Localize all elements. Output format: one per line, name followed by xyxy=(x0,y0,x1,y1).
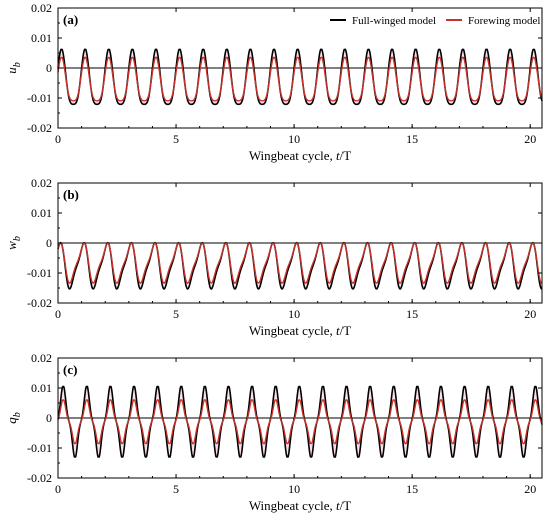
x-tick-label: 5 xyxy=(173,132,179,146)
y-tick-label: 0 xyxy=(46,61,52,75)
y-tick-label: 0.01 xyxy=(31,206,52,220)
series-forewing xyxy=(57,242,543,284)
y-axis-label: ub xyxy=(4,62,23,74)
panel-letter: (c) xyxy=(63,362,77,377)
y-tick-label: -0.01 xyxy=(27,266,52,280)
legend: Full-winged model Forewing model xyxy=(330,15,540,27)
x-tick-label: 15 xyxy=(406,482,418,496)
y-tick-label: 0.01 xyxy=(31,31,52,45)
x-axis-label: Wingbeat cycle, t/T xyxy=(249,323,351,338)
x-tick-label: 20 xyxy=(524,482,536,496)
panel-1: -0.02 -0.01 0 0.01 0.02 0 5 10 15 20 Wingbeat cycl… xyxy=(4,1,543,163)
x-tick-label: 10 xyxy=(288,307,300,321)
panel-2: -0.02 -0.01 0 0.01 0.02 0 5 10 15 20 Wingbeat cycl… xyxy=(4,176,543,338)
y-tick-label: 0 xyxy=(46,236,52,250)
x-tick-label: 10 xyxy=(288,482,300,496)
y-tick-label: -0.01 xyxy=(27,91,52,105)
series-forewing xyxy=(57,399,543,445)
legend-label-full-winged: Full-winged model xyxy=(352,15,436,27)
y-axis-label: qb xyxy=(4,412,23,424)
y-tick-label: -0.02 xyxy=(27,121,52,135)
x-tick-label: 15 xyxy=(406,132,418,146)
x-tick-label: 10 xyxy=(288,132,300,146)
y-tick-label: 0.02 xyxy=(31,1,52,15)
y-tick-label: -0.02 xyxy=(27,471,52,485)
panel-3: -0.02 -0.01 0 0.01 0.02 0 5 10 15 20 Wingbeat cycl… xyxy=(4,351,543,513)
y-tick-label: 0.01 xyxy=(31,381,52,395)
series-full-winged xyxy=(57,48,543,106)
series-forewing xyxy=(57,56,543,102)
x-tick-label: 15 xyxy=(406,307,418,321)
panel-letter: (a) xyxy=(63,12,78,27)
panel-letter: (b) xyxy=(63,187,79,202)
x-axis-label: Wingbeat cycle, t/T xyxy=(249,498,351,513)
x-tick-label: 20 xyxy=(524,132,536,146)
y-tick-label: 0 xyxy=(46,411,52,425)
x-tick-label: 0 xyxy=(55,307,61,321)
y-tick-label: -0.01 xyxy=(27,441,52,455)
shaded-region xyxy=(58,386,542,457)
x-tick-label: 0 xyxy=(55,482,61,496)
x-tick-label: 5 xyxy=(173,307,179,321)
legend-label-forewing: Forewing model xyxy=(468,15,540,27)
x-axis-label: Wingbeat cycle, t/T xyxy=(249,148,351,163)
y-tick-label: -0.02 xyxy=(27,296,52,310)
y-tick-label: 0.02 xyxy=(31,176,52,190)
x-tick-label: 5 xyxy=(173,482,179,496)
x-tick-label: 0 xyxy=(55,132,61,146)
panels: -0.02 -0.01 0 0.01 0.02 0 5 10 15 20 Wingbeat cycl… xyxy=(4,1,543,513)
y-tick-label: 0.02 xyxy=(31,351,52,365)
x-tick-label: 20 xyxy=(524,307,536,321)
y-axis-label: wb xyxy=(4,236,23,250)
